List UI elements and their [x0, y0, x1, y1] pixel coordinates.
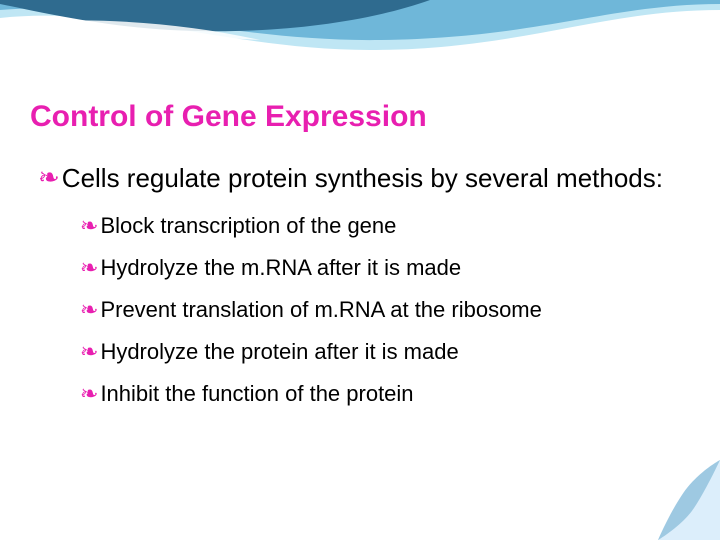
slide-title: Control of Gene Expression [30, 100, 690, 134]
bullet-level2: ❧ Block transcription of the gene [80, 212, 690, 240]
bullet-level2-text: Prevent translation of m.RNA at the ribo… [100, 296, 541, 324]
content-area: Control of Gene Expression ❧ Cells regul… [30, 100, 690, 422]
bullet-level1-text: Cells regulate protein synthesis by seve… [62, 162, 663, 194]
flourish-bullet-icon: ❧ [38, 162, 60, 192]
bullet-level2: ❧ Hydrolyze the m.RNA after it is made [80, 254, 690, 282]
bullet-level2-text: Block transcription of the gene [100, 212, 396, 240]
bullet-level2: ❧ Hydrolyze the protein after it is made [80, 338, 690, 366]
flourish-bullet-icon: ❧ [80, 380, 98, 408]
flourish-bullet-icon: ❧ [80, 212, 98, 240]
bullet-level2-group: ❧ Block transcription of the gene ❧ Hydr… [30, 212, 690, 408]
flourish-bullet-icon: ❧ [80, 296, 98, 324]
bullet-level2-text: Inhibit the function of the protein [100, 380, 413, 408]
corner-page-curl-icon [640, 460, 720, 540]
slide: Control of Gene Expression ❧ Cells regul… [0, 0, 720, 540]
bullet-level2-text: Hydrolyze the m.RNA after it is made [100, 254, 461, 282]
bullet-level2: ❧ Prevent translation of m.RNA at the ri… [80, 296, 690, 324]
flourish-bullet-icon: ❧ [80, 338, 98, 366]
bullet-level2-text: Hydrolyze the protein after it is made [100, 338, 458, 366]
top-swoosh-decoration [0, 0, 720, 90]
flourish-bullet-icon: ❧ [80, 254, 98, 282]
bullet-level1: ❧ Cells regulate protein synthesis by se… [30, 162, 690, 194]
bullet-level2: ❧ Inhibit the function of the protein [80, 380, 690, 408]
